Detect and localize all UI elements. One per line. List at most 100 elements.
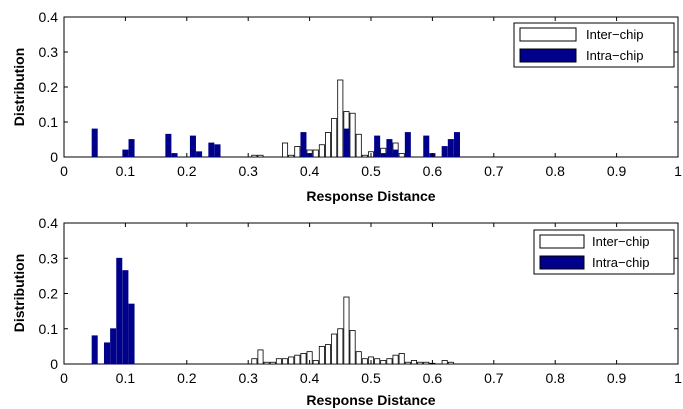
inter-chip-bar [312,149,319,158]
inter-chip-bar [251,154,258,158]
intra-chip-bar [386,139,393,158]
x-tick-label: 0.8 [545,163,565,179]
intra-chip-bar [392,149,399,158]
intra-chip-bar [122,270,129,365]
intra-chip-bar [441,146,448,158]
inter-chip-bar [441,360,448,365]
inter-chip-bar [374,358,381,365]
top-panel: 0 0.1 0.2 0.3 0.4 0.5 0.6 0.7 0.8 0.9 1 0 0.1 0.2 0.3 0… [11,9,682,204]
inter-chip-bar [269,361,276,365]
y-tick-label: 0.2 [39,286,59,302]
y-tick-label: 0.3 [39,250,59,266]
inter-chip-bar [361,358,368,365]
inter-chip-bar [325,344,332,365]
legend-swatch-intra [519,48,577,63]
intra-chip-bar [380,153,387,158]
x-tick-label: 0.5 [361,163,381,179]
inter-chip-bar [386,358,393,365]
intra-chip-bar [91,128,98,158]
y-tick-label: 0.1 [39,114,59,130]
inter-chip-bar [337,328,344,365]
x-tick-label: 0.4 [300,370,320,386]
inter-chip-bar [325,132,332,158]
x-tick-label: 0.9 [607,370,627,386]
inter-chip-bar [318,144,325,158]
x-tick-label: 0.3 [238,370,258,386]
inter-chip-bar [257,349,264,365]
y-tick-label: 0.1 [39,321,59,337]
x-tick-label: 0.1 [116,163,136,179]
y-axis-title: Distribution [11,48,27,127]
y-tick-label: 0.4 [39,9,59,25]
inter-chip-bar [417,361,424,365]
inter-chip-bar [331,118,338,158]
intra-chip-bar [214,144,221,158]
legend-swatch-inter [539,234,585,249]
x-tick-label: 0.5 [361,370,381,386]
tick-group: 0 0.1 0.2 0.3 0.4 0.5 0.6 0.7 0.8 0.9 1 0 0.1 0.2 0.3 0… [39,215,683,386]
intra-chip-bar [447,139,454,158]
intra-chip-bar [171,153,178,158]
intra-chip-bar [128,303,135,365]
bottom-panel: 0 0.1 0.2 0.3 0.4 0.5 0.6 0.7 0.8 0.9 1 0 0.1 0.2 0.3 0… [11,215,682,408]
inter-chip-bar [318,345,325,365]
inter-chip-bar [349,330,356,365]
x-tick-label: 1 [674,163,682,179]
x-tick-label: 0 [60,163,68,179]
x-tick-label: 0 [60,370,68,386]
legend-label-intra: Intra−chip [586,48,643,63]
y-axis-title: Distribution [11,254,27,333]
intra-chip-bar [189,135,196,158]
x-tick-label: 0.9 [607,163,627,179]
inter-chip-bar [349,112,356,158]
x-tick-label: 0.2 [177,163,197,179]
inter-chip-bar [263,361,270,365]
x-tick-label: 0.6 [423,370,443,386]
intra-chip-bar [110,328,117,365]
inter-chip-bar [288,154,295,158]
bar-group [91,79,460,158]
inter-chip-bar [361,154,368,158]
intra-chip-bar [165,133,172,158]
x-axis-title: Response Distance [306,188,435,204]
intra-chip-bar [196,151,203,158]
legend-swatch-intra [539,255,585,270]
x-tick-label: 0.1 [116,370,136,386]
inter-chip-bar [343,296,350,365]
y-tick-label: 0.4 [39,215,59,231]
intra-chip-bar [423,135,430,158]
intra-chip-bar [103,342,110,365]
inter-chip-bar [398,153,405,158]
inter-chip-bar [404,361,411,365]
x-tick-label: 0.6 [423,163,443,179]
x-tick-label: 1 [674,370,682,386]
inter-chip-bar [447,361,454,365]
inter-chip-bar [398,353,405,365]
intra-chip-bar [453,132,460,158]
x-tick-label: 0.7 [484,370,504,386]
legend-swatch-inter [519,27,577,42]
inter-chip-bar [257,154,264,158]
legend-label-intra: Intra−chip [592,255,649,270]
legend-label-inter: Inter−chip [586,27,643,42]
intra-chip-bar [300,132,307,158]
intra-chip-bar [374,135,381,158]
y-tick-label: 0.2 [39,79,59,95]
intra-chip-bar [91,335,98,365]
inter-chip-bar [337,79,344,158]
inter-chip-bar [294,354,301,365]
intra-chip-bar [128,139,135,158]
x-tick-label: 0.7 [484,163,504,179]
inter-chip-bar [331,333,338,365]
legend: Inter−chip Intra−chip [533,229,675,275]
x-tick-label: 0.3 [238,163,258,179]
inter-chip-bar [275,358,282,365]
inter-chip-bar [282,142,289,158]
bar-group [91,257,454,365]
x-axis-title: Response Distance [306,392,435,408]
inter-chip-bar [355,133,362,158]
x-tick-label: 0.4 [300,163,320,179]
legend-label-inter: Inter−chip [592,234,649,249]
inter-chip-bar [392,354,399,365]
x-tick-label: 0.2 [177,370,197,386]
